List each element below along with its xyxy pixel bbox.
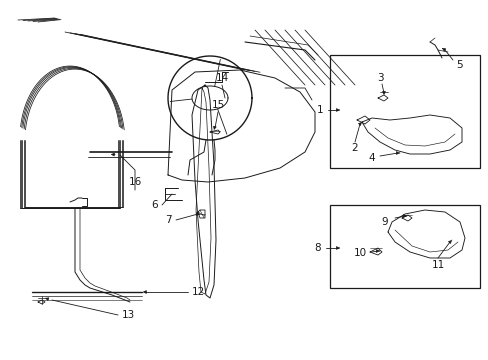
Text: 5: 5: [456, 60, 462, 70]
Text: 14: 14: [215, 73, 228, 83]
Text: 2: 2: [351, 143, 358, 153]
Bar: [329, 55, 479, 168]
Text: 15: 15: [211, 100, 224, 110]
Text: 16: 16: [128, 177, 142, 187]
Text: 8: 8: [314, 243, 321, 253]
Text: 12: 12: [191, 287, 204, 297]
Text: 6: 6: [151, 200, 158, 210]
Text: 13: 13: [121, 310, 134, 320]
Text: 7: 7: [164, 215, 171, 225]
Text: 1: 1: [316, 105, 323, 115]
Text: 9: 9: [381, 217, 387, 227]
Text: 10: 10: [353, 248, 366, 258]
Bar: [329, 205, 479, 288]
Text: 4: 4: [368, 153, 375, 163]
Text: 3: 3: [376, 73, 383, 83]
Text: 11: 11: [430, 260, 444, 270]
